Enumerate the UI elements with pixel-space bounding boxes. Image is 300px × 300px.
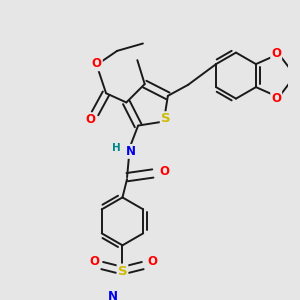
Text: O: O	[92, 57, 102, 70]
Text: S: S	[118, 265, 127, 278]
Text: O: O	[271, 92, 281, 105]
Text: O: O	[85, 113, 95, 126]
Text: H: H	[112, 143, 120, 153]
Text: N: N	[108, 290, 118, 300]
Text: O: O	[159, 165, 169, 178]
Text: O: O	[89, 255, 99, 268]
Text: N: N	[126, 145, 136, 158]
Text: S: S	[161, 112, 170, 125]
Text: O: O	[147, 255, 157, 268]
Text: O: O	[271, 46, 281, 59]
